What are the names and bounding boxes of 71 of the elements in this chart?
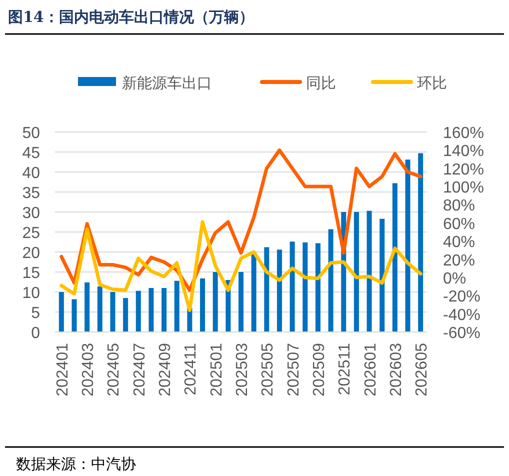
bar xyxy=(405,160,410,332)
y-tick-label: 45 xyxy=(22,145,40,162)
y2-tick-label: 80% xyxy=(443,198,476,215)
x-tick-label: 202403 xyxy=(80,342,98,396)
x-tick-label: 202409 xyxy=(157,342,174,396)
y-tick-label: 15 xyxy=(22,265,40,282)
y-tick-label: 5 xyxy=(31,305,40,322)
bar xyxy=(136,290,141,332)
line-series xyxy=(60,220,422,312)
bar xyxy=(315,243,320,332)
bar xyxy=(276,250,282,332)
y2-tick-label: -60% xyxy=(443,325,480,342)
y2-tick-label: 40% xyxy=(443,234,476,252)
x-tick-label: 202603 xyxy=(388,342,405,396)
bar xyxy=(123,298,128,332)
bar xyxy=(366,210,372,332)
y2-tick-label: 140% xyxy=(443,143,484,160)
bar xyxy=(200,278,206,332)
bar xyxy=(148,288,154,332)
y2-tick-label: 160% xyxy=(443,125,484,142)
x-tick-label: 202605 xyxy=(414,342,431,396)
source-note: 数据来源：中汽协 xyxy=(16,455,136,473)
x-tick-label: 202407 xyxy=(131,342,148,396)
y2-tick-label: 120% xyxy=(443,161,484,178)
bar xyxy=(290,242,295,332)
x-tick-label: 202601 xyxy=(362,342,380,396)
x-tick-label: 202507 xyxy=(285,342,302,396)
legend-label: 同比 xyxy=(306,75,336,92)
bar xyxy=(162,288,167,332)
x-tick-label: 202505 xyxy=(260,342,277,396)
y2-tick-label: 100% xyxy=(443,180,484,197)
y2-tick-label: -20% xyxy=(443,288,480,306)
x-tick-label: 202411 xyxy=(182,342,200,396)
bar xyxy=(238,272,244,332)
bar xyxy=(174,280,180,332)
y-tick-label: 50 xyxy=(22,125,40,142)
x-tick-label: 202511 xyxy=(336,342,354,396)
bar xyxy=(84,282,90,332)
bar xyxy=(354,212,359,332)
y2-tick-label: 60% xyxy=(443,216,476,233)
bar xyxy=(392,183,398,332)
legend-label: 环比 xyxy=(417,75,447,92)
y-tick-label: 30 xyxy=(22,205,40,222)
bar xyxy=(328,229,334,332)
x-tick-label: 202501 xyxy=(208,342,226,396)
legend-label: 新能源车出口 xyxy=(122,75,212,92)
bar xyxy=(58,292,64,332)
x-tick-label: 202401 xyxy=(54,342,72,396)
bar xyxy=(380,218,385,332)
y2-tick-label: 0% xyxy=(443,270,466,288)
x-tick-label: 202509 xyxy=(310,342,328,396)
chart-title: 图14：国内电动车出口情况（万辆） xyxy=(8,8,254,26)
bar xyxy=(110,292,116,332)
bar xyxy=(97,286,102,332)
y-tick-label: 40 xyxy=(22,165,40,182)
x-tick-label: 202503 xyxy=(234,342,251,396)
bar xyxy=(302,242,308,332)
y-tick-label: 35 xyxy=(22,185,40,202)
bar xyxy=(212,272,218,332)
bar xyxy=(264,247,270,332)
y-tick-label: 20 xyxy=(22,245,40,262)
bar xyxy=(251,252,256,332)
bar xyxy=(72,299,77,332)
y2-tick-label: 20% xyxy=(443,252,476,270)
y-tick-label: 0 xyxy=(31,325,40,342)
y-tick-label: 10 xyxy=(22,285,40,302)
line-series xyxy=(60,148,422,292)
bar xyxy=(418,153,424,332)
x-tick-label: 202405 xyxy=(106,342,123,396)
y-tick-label: 25 xyxy=(22,225,40,242)
y2-tick-label: -40% xyxy=(443,306,480,324)
